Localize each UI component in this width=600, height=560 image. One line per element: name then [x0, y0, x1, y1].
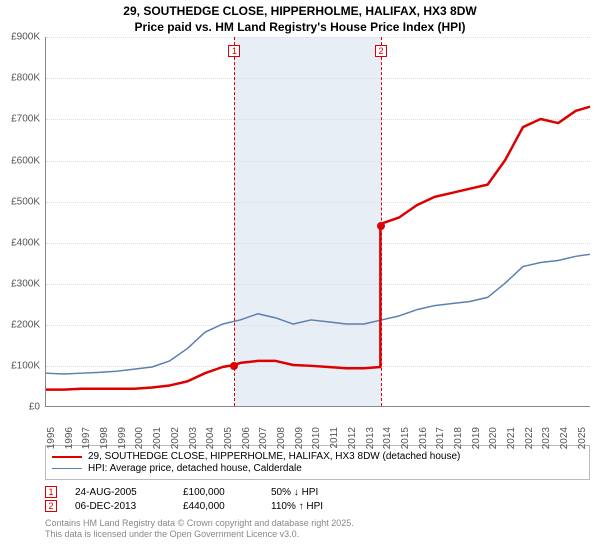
y-tick-label: £700K: [11, 114, 40, 125]
x-tick-label: 2010: [311, 427, 322, 449]
legend-item: 29, SOUTHEDGE CLOSE, HIPPERHOLME, HALIFA…: [52, 451, 583, 462]
copyright-line: This data is licensed under the Open Gov…: [45, 529, 590, 540]
y-tick-label: £900K: [11, 32, 40, 43]
legend-label: 29, SOUTHEDGE CLOSE, HIPPERHOLME, HALIFA…: [88, 451, 460, 462]
sale-date: 06-DEC-2013: [75, 501, 165, 512]
x-tick-label: 1999: [117, 427, 128, 449]
x-tick-label: 2012: [347, 427, 358, 449]
x-tick-label: 2023: [541, 427, 552, 449]
x-tick-label: 2022: [524, 427, 535, 449]
title-line-2: Price paid vs. HM Land Registry's House …: [0, 20, 600, 36]
x-tick-label: 2016: [418, 427, 429, 449]
y-axis: £0£100K£200K£300K£400K£500K£600K£700K£80…: [1, 37, 43, 406]
x-tick-label: 1995: [46, 427, 57, 449]
legend-label: HPI: Average price, detached house, Cald…: [88, 463, 302, 474]
plot-area: £0£100K£200K£300K£400K£500K£600K£700K£80…: [45, 37, 590, 407]
series-line-hpi: [46, 254, 590, 374]
x-tick-label: 1998: [99, 427, 110, 449]
sale-price: £100,000: [183, 487, 253, 498]
y-tick-label: £100K: [11, 361, 40, 372]
sale-delta: 50% ↓ HPI: [271, 487, 318, 498]
y-tick-label: £400K: [11, 237, 40, 248]
x-tick-label: 2014: [382, 427, 393, 449]
chart-title: 29, SOUTHEDGE CLOSE, HIPPERHOLME, HALIFA…: [0, 0, 600, 37]
x-tick-label: 2000: [134, 427, 145, 449]
legend-swatch: [52, 456, 82, 458]
sale-dot: [230, 362, 238, 370]
x-axis: 1995199619971998199920002001200220032004…: [46, 408, 590, 438]
x-tick-label: 2005: [223, 427, 234, 449]
sale-dot: [377, 222, 385, 230]
legend: 29, SOUTHEDGE CLOSE, HIPPERHOLME, HALIFA…: [45, 445, 590, 480]
legend-item: HPI: Average price, detached house, Cald…: [52, 463, 583, 474]
sale-row: 1 24-AUG-2005 £100,000 50% ↓ HPI: [45, 486, 590, 498]
copyright: Contains HM Land Registry data © Crown c…: [45, 518, 590, 540]
x-tick-label: 2009: [294, 427, 305, 449]
legend-swatch: [52, 468, 82, 469]
y-tick-label: £200K: [11, 319, 40, 330]
y-tick-label: £0: [29, 402, 40, 413]
x-tick-label: 2019: [471, 427, 482, 449]
x-tick-label: 2001: [152, 427, 163, 449]
sale-delta: 110% ↑ HPI: [271, 501, 323, 512]
x-tick-label: 2025: [577, 427, 588, 449]
x-tick-label: 2018: [453, 427, 464, 449]
chart-container: 29, SOUTHEDGE CLOSE, HIPPERHOLME, HALIFA…: [0, 0, 600, 560]
x-tick-label: 2002: [170, 427, 181, 449]
x-tick-label: 2021: [506, 427, 517, 449]
x-tick-label: 2004: [205, 427, 216, 449]
series-line-price_paid: [46, 107, 590, 390]
y-tick-label: £800K: [11, 73, 40, 84]
x-tick-label: 2017: [435, 427, 446, 449]
x-tick-label: 2006: [241, 427, 252, 449]
y-tick-label: £300K: [11, 278, 40, 289]
title-line-1: 29, SOUTHEDGE CLOSE, HIPPERHOLME, HALIFA…: [0, 4, 600, 20]
sale-date: 24-AUG-2005: [75, 487, 165, 498]
y-tick-label: £500K: [11, 196, 40, 207]
sale-row: 2 06-DEC-2013 £440,000 110% ↑ HPI: [45, 500, 590, 512]
sale-marker-box: 2: [45, 500, 57, 512]
sale-marker-box: 1: [45, 486, 57, 498]
x-tick-label: 2011: [329, 427, 340, 449]
x-tick-label: 2003: [188, 427, 199, 449]
x-tick-label: 2024: [559, 427, 570, 449]
x-tick-label: 1997: [81, 427, 92, 449]
x-tick-label: 2008: [276, 427, 287, 449]
x-tick-label: 2007: [258, 427, 269, 449]
copyright-line: Contains HM Land Registry data © Crown c…: [45, 518, 590, 529]
y-tick-label: £600K: [11, 155, 40, 166]
sales-table: 1 24-AUG-2005 £100,000 50% ↓ HPI 2 06-DE…: [45, 486, 590, 512]
sale-price: £440,000: [183, 501, 253, 512]
x-tick-label: 2020: [488, 427, 499, 449]
x-tick-label: 2015: [400, 427, 411, 449]
x-tick-label: 2013: [365, 427, 376, 449]
x-tick-label: 1996: [64, 427, 75, 449]
series-svg: [46, 37, 590, 406]
